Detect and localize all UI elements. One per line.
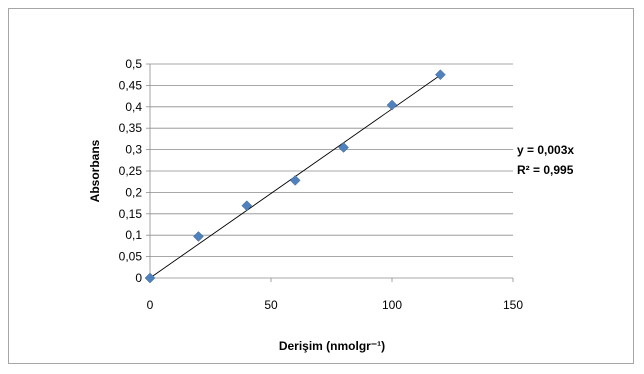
y-tick-label: 0,2 (125, 185, 142, 199)
data-point-marker (289, 175, 301, 186)
y-tick-labels: 0 0,05 0,1 0,15 0,2 0,25 0,3 0,35 0,4 0,45 0,5 (119, 57, 143, 285)
x-tick-label: 100 (382, 298, 402, 312)
y-tick-label: 0,3 (125, 143, 142, 157)
x-tick-label: 0 (147, 298, 154, 312)
y-tick-label: 0,25 (119, 164, 143, 178)
y-tick-label: 0,45 (119, 78, 143, 92)
data-point-marker (386, 99, 398, 111)
data-point-marker (193, 231, 204, 242)
y-tick-label: 0,05 (119, 250, 143, 264)
x-tick-label: 50 (264, 298, 278, 312)
y-tick-label: 0,4 (125, 100, 142, 114)
x-tick-labels: 0 50 100 150 (147, 298, 524, 312)
data-point-marker (241, 200, 253, 212)
x-axis-title: Derişim (nmolgr⁻¹) (279, 339, 385, 353)
gridlines (150, 63, 513, 258)
y-tick-label: 0,5 (125, 57, 142, 71)
axes (146, 63, 514, 282)
y-axis-title: Absorbans (88, 139, 102, 202)
y-tick-label: 0,15 (119, 207, 143, 221)
r-squared-label: R² = 0,995 (517, 163, 574, 177)
y-tick-label: 0,35 (119, 121, 143, 135)
x-tick-label: 150 (503, 298, 523, 312)
y-tick-label: 0 (135, 271, 142, 285)
y-tick-label: 0,1 (125, 228, 142, 242)
data-point-marker (435, 69, 446, 81)
trendline-equation: y = 0,003x (517, 143, 574, 157)
data-points (144, 69, 446, 284)
chart-frame (8, 8, 634, 364)
data-point-marker (144, 272, 156, 284)
data-point-marker (338, 142, 349, 153)
